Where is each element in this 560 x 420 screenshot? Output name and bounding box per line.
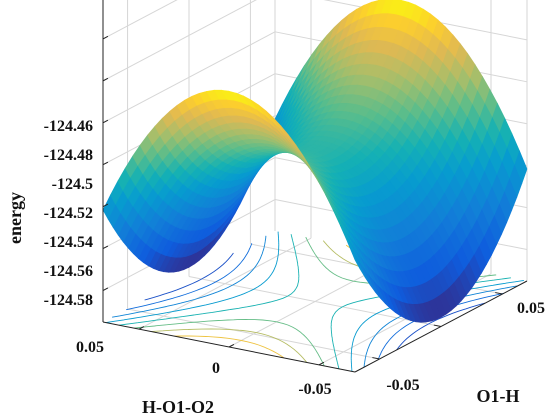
- z-tick-mark: [102, 245, 109, 250]
- wall-grid-line: [102, 0, 257, 82]
- z-tick-label: -124.56: [44, 263, 93, 280]
- y-tick-mark: [138, 326, 145, 330]
- contour-line: [119, 234, 511, 369]
- z-tick-label: -124.5: [52, 176, 93, 193]
- z-tick-label: -124.52: [44, 205, 93, 222]
- z-tick-mark: [102, 287, 109, 291]
- z-tick-label: -124.58: [44, 292, 93, 309]
- y-tick-label: 0: [212, 360, 220, 377]
- y-tick-label: 0.05: [76, 339, 104, 356]
- z-tick-mark: [102, 35, 109, 40]
- y-axis-title: H-O1-O2: [142, 397, 214, 417]
- x-tick-label: 0.05: [517, 300, 545, 317]
- wall-grid-line: [102, 0, 178, 40]
- x-tick-mark: [433, 324, 442, 327]
- wall-grid-line: [102, 31, 276, 124]
- x-tick-label: -0.05: [386, 377, 419, 394]
- x-axis-title: O1-H: [477, 386, 520, 406]
- axes: [102, 0, 528, 373]
- z-tick-label: -124.54: [44, 234, 93, 251]
- z-tick-mark: [102, 77, 109, 82]
- y-tick-mark: [318, 361, 325, 366]
- y-tick-mark: [228, 343, 235, 348]
- z-tick-label: -124.48: [44, 147, 93, 164]
- z-axis-title: energy: [5, 192, 25, 244]
- floor-grid-line: [138, 237, 312, 330]
- x-tick-mark: [372, 357, 380, 360]
- x-tick-mark: [495, 292, 503, 295]
- surface-patch: [347, 241, 361, 270]
- z-tick-mark: [102, 161, 109, 166]
- y-tick-label: -0.05: [298, 381, 331, 398]
- z-tick-mark: [102, 119, 109, 124]
- surface: [102, 0, 528, 323]
- z-tick-label: -124.46: [44, 118, 93, 135]
- z-tick-mark: [102, 203, 109, 208]
